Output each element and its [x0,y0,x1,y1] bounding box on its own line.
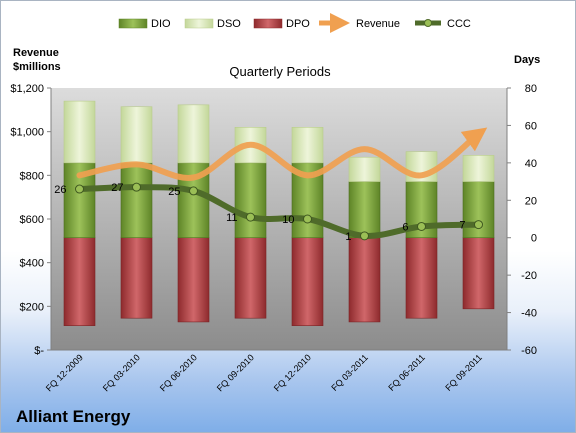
ccc-marker [474,220,483,230]
dpo-bar [348,237,381,323]
left-axis: $- $200 $400 $600 $800 $1,000 $1,200 [10,83,52,357]
right-tick-label: 80 [525,83,537,95]
category-label: FQ 06-2010 [158,352,199,393]
dso-bar [63,100,96,164]
category-label: FQ 03-2011 [329,352,370,393]
ccc-marker [417,221,426,231]
legend-label-dpo: DPO [286,18,310,30]
category-label: FQ 06-2011 [386,352,427,393]
category-label: FQ 12-2009 [44,352,85,393]
ccc-marker [189,186,198,196]
dpo-bar [63,237,96,326]
left-axis-title-line2: $millions [13,61,61,73]
legend-swatch-ccc-marker [424,19,432,27]
dio-bar [234,162,267,239]
legend-label-dio: DIO [151,18,171,30]
ccc-marker [360,231,369,241]
dio-bar [120,162,153,239]
left-tick-label: $- [34,345,44,357]
dio-bar [348,181,381,239]
dpo-bar [405,237,438,319]
revenue-series [76,127,488,181]
dpo-bar [120,237,153,319]
dpo-bar [234,237,267,319]
ccc-data-label: 6 [402,221,408,233]
dso-bar [462,155,495,182]
ccc-data-label: 7 [459,220,465,232]
ccc-line [76,184,482,239]
left-tick-label: $400 [20,258,44,270]
company-title: Alliant Energy [16,407,131,426]
dso-bar [348,156,381,182]
dpo-bar [462,237,495,310]
legend-swatch-dio [118,18,148,29]
category-label: FQ 03-2010 [101,352,142,393]
left-tick-label: $200 [20,301,44,313]
left-tick-label: $600 [20,214,44,226]
legend-label-dso: DSO [217,18,241,30]
ccc-marker [75,184,84,194]
ccc-data-label: 25 [168,186,180,198]
right-tick-label: 20 [525,195,537,207]
legend-label-revenue: Revenue [356,18,400,30]
dso-bar [120,106,153,164]
ccc-data-label: 26 [54,184,66,196]
category-axis: FQ 12-2009 FQ 03-2010 FQ 06-2010 FQ 09-2010… [44,352,484,393]
dpo-bar [291,237,324,326]
ccc-data-label: 10 [282,214,294,226]
right-axis-title: Days [514,54,540,66]
left-tick-label: $1,200 [10,83,44,95]
ccc-marker [303,214,312,224]
ccc-marker [246,212,255,222]
ccc-marker [132,182,141,192]
dpo-bar [177,237,210,323]
right-tick-label: 0 [531,233,537,245]
right-axis: -60 -40 -20 0 20 40 60 80 [51,83,537,357]
legend-swatch-dso [184,18,214,29]
category-label: FQ 09-2010 [215,352,256,393]
revenue-line [76,127,488,181]
right-tick-label: 60 [525,120,537,132]
legend-label-ccc: CCC [447,18,471,30]
ccc-series: 26 27 25 11 10 1 6 7 [54,182,483,243]
right-tick-label: 40 [525,158,537,170]
legend-swatch-dpo [253,18,283,29]
chart-title: Quarterly Periods [229,64,331,79]
category-label: FQ 09-2011 [443,352,484,393]
dio-bar [462,181,495,239]
left-tick-label: $800 [20,170,44,182]
dso-bar [177,104,210,164]
legend: DIO DSO DPO Revenue CCC [118,13,471,33]
ccc-data-label: 27 [111,182,123,194]
right-tick-label: -20 [521,270,537,282]
left-tick-label: $1,000 [10,127,44,139]
left-axis-title-line1: Revenue [13,47,59,59]
ccc-data-label: 1 [345,231,351,243]
ccc-data-label: 11 [226,212,237,224]
right-tick-label: -40 [521,308,537,320]
dso-bar [291,127,324,164]
right-tick-label: -60 [521,345,537,357]
category-label: FQ 12-2010 [272,352,313,393]
